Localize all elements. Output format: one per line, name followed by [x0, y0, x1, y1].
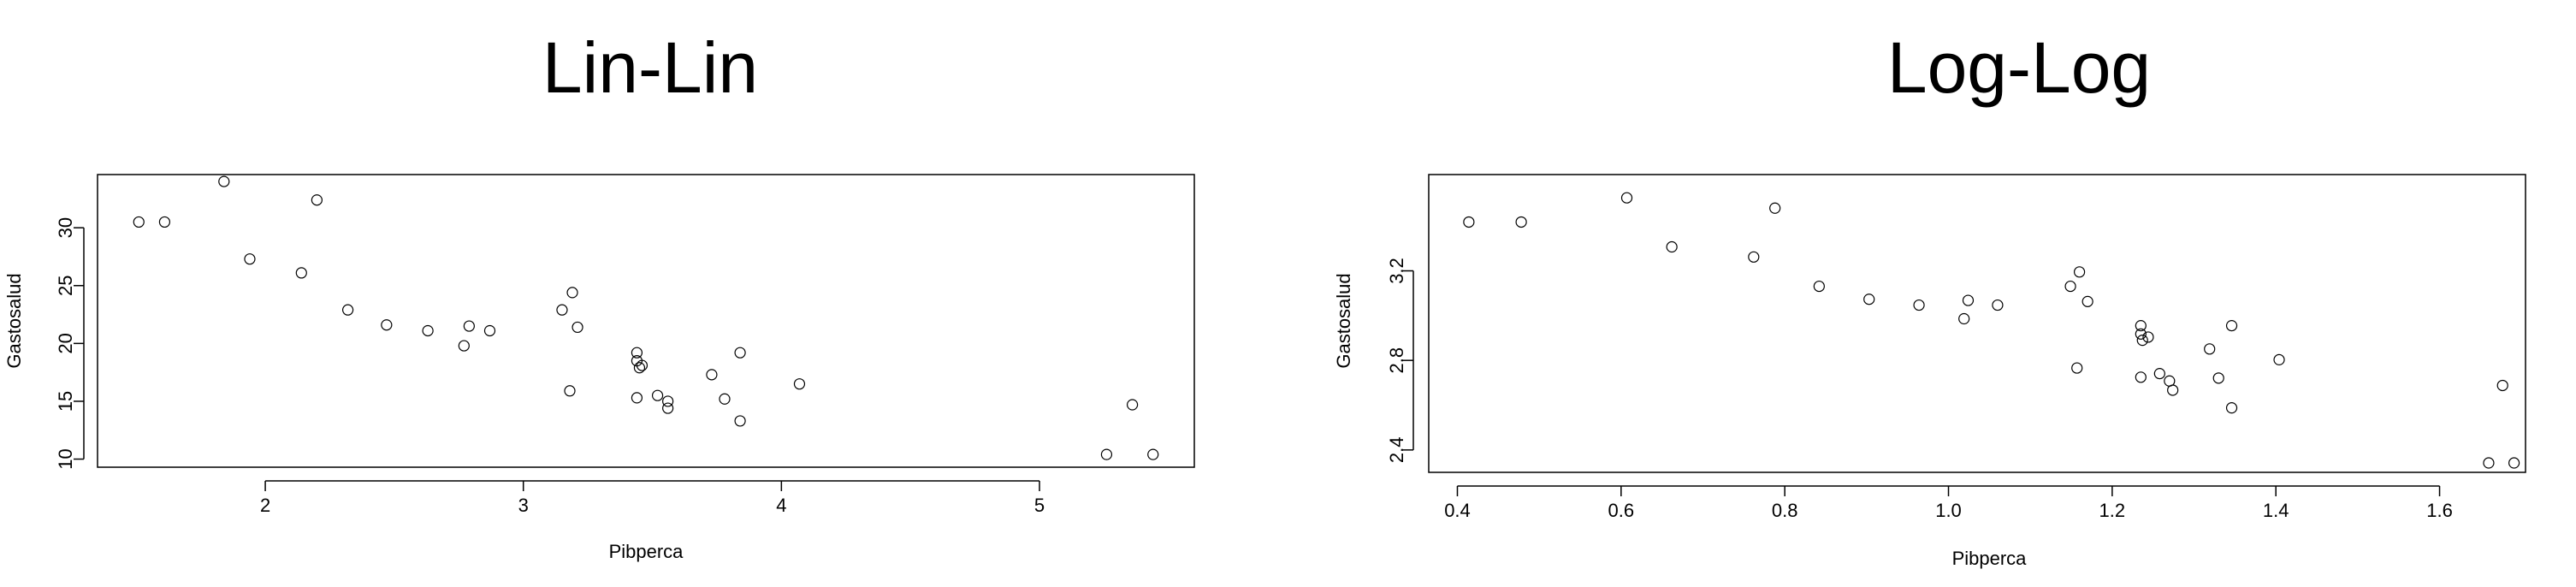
lin-lin-data-point — [244, 253, 256, 265]
lin-lin-plot-frame — [97, 174, 1195, 468]
log-log-data-point — [2153, 368, 2165, 380]
log-log-data-point — [2135, 320, 2147, 332]
lin-lin-data-point — [158, 216, 171, 228]
lin-lin-data-point — [218, 175, 230, 187]
log-log-data-point — [1769, 202, 1781, 214]
log-log-data-point — [2136, 335, 2148, 347]
lin-lin-data-point — [734, 347, 746, 359]
lin-lin-y-axis-title: Gastosalud — [3, 273, 25, 368]
lin-lin-data-point — [381, 319, 393, 331]
lin-lin-y-tick-label: 20 — [55, 333, 76, 353]
lin-lin-data-point — [734, 415, 746, 427]
lin-lin-data-point — [458, 340, 470, 352]
log-log-panel: Log-Log 0.4 0.6 0.8 1.0 1.2 1.4 1.6 2.42.83.2 … — [1333, 27, 2526, 569]
log-log-plot-frame — [1428, 174, 2526, 473]
log-log-x-tick-label: 1.0 — [1935, 500, 1962, 521]
lin-lin-data-point — [571, 321, 583, 334]
log-log-data-point — [2064, 280, 2076, 293]
log-log-data-point — [1463, 216, 1475, 228]
lin-lin-x-tick-label: 2 — [260, 495, 270, 516]
log-log-data-point — [2212, 372, 2224, 384]
lin-lin-y-axis: 10 15 20 25 30 — [55, 217, 85, 470]
log-log-data-point — [1515, 216, 1527, 228]
lin-lin-data-point — [566, 287, 578, 299]
lin-lin-title: Lin-Lin — [542, 27, 758, 108]
lin-lin-data-point — [463, 320, 475, 332]
lin-lin-data-point — [133, 216, 145, 228]
log-log-data-point — [2273, 353, 2285, 365]
lin-lin-x-tick-label: 3 — [518, 495, 529, 516]
log-log-y-axis-title: Gastosalud — [1333, 273, 1354, 368]
log-log-data-point — [2225, 402, 2238, 414]
log-log-x-axis-title: Pibperca — [1952, 548, 2028, 569]
lin-lin-panel: Lin-Lin 2 3 4 5 10 15 20 25 30 Pibperca Gastosa… — [3, 27, 1195, 562]
log-log-x-axis: 0.4 0.6 0.8 1.0 1.2 1.4 1.6 — [1444, 485, 2453, 521]
lin-lin-data-point — [422, 324, 434, 337]
log-log-x-tick-label: 1.6 — [2426, 500, 2453, 521]
log-log-x-tick-label: 1.4 — [2263, 500, 2289, 521]
log-log-data-point — [1958, 312, 1970, 325]
lin-lin-data-point — [295, 267, 307, 279]
lin-lin-x-tick-label: 4 — [776, 495, 786, 516]
lin-lin-y-tick-label: 30 — [55, 217, 76, 238]
log-log-data-point — [2135, 371, 2147, 383]
lin-lin-data-point — [706, 369, 718, 381]
lin-lin-data-point — [311, 194, 323, 206]
log-log-data-point — [2204, 343, 2216, 355]
lin-lin-points — [133, 175, 1159, 460]
lin-lin-data-point — [631, 347, 643, 359]
log-log-x-tick-label: 0.6 — [1608, 500, 1635, 521]
log-log-data-point — [1992, 299, 2004, 311]
lin-lin-data-point — [636, 359, 648, 371]
log-log-data-point — [2167, 384, 2179, 396]
lin-lin-y-tick-label: 15 — [55, 391, 76, 412]
log-log-data-point — [2496, 379, 2508, 392]
lin-lin-data-point — [1100, 448, 1113, 460]
lin-lin-data-point — [556, 304, 568, 316]
lin-lin-x-axis-title: Pibperca — [609, 541, 684, 562]
log-log-data-point — [2508, 457, 2520, 469]
log-log-data-point — [1620, 192, 1633, 204]
lin-lin-data-point — [793, 378, 806, 390]
lin-lin-data-point — [341, 304, 354, 316]
log-log-title: Log-Log — [1887, 27, 2151, 108]
lin-lin-data-point — [483, 324, 496, 337]
lin-lin-data-point — [662, 402, 674, 414]
lin-lin-data-point — [633, 362, 646, 374]
lin-lin-data-point — [719, 393, 731, 405]
log-log-data-point — [2225, 320, 2238, 332]
log-log-y-tick-label: 3.2 — [1386, 258, 1407, 284]
log-log-data-point — [2142, 331, 2154, 343]
lin-lin-y-tick-label: 25 — [55, 276, 76, 296]
log-log-x-tick-label: 0.8 — [1772, 500, 1798, 521]
log-log-data-point — [1962, 294, 1975, 306]
log-log-data-point — [1863, 294, 1875, 305]
log-log-data-point — [1666, 240, 1678, 253]
lin-lin-data-point — [1127, 399, 1139, 411]
log-log-data-point — [2071, 362, 2083, 374]
log-log-data-point — [1748, 251, 1760, 263]
lin-lin-x-axis: 2 3 4 5 — [260, 480, 1045, 516]
lin-lin-x-tick-label: 5 — [1034, 495, 1045, 516]
log-log-data-point — [2082, 295, 2093, 307]
log-log-x-tick-label: 1.2 — [2099, 500, 2126, 521]
log-log-data-point — [2135, 328, 2147, 340]
lin-lin-data-point — [631, 392, 643, 404]
log-log-data-point — [1913, 299, 1925, 311]
log-log-y-tick-label: 2.8 — [1386, 347, 1407, 374]
log-log-data-point — [2073, 266, 2086, 278]
lin-lin-data-point — [1147, 448, 1159, 460]
lin-lin-y-tick-label: 10 — [55, 448, 76, 469]
log-log-data-point — [2483, 457, 2495, 469]
lin-lin-data-point — [662, 395, 674, 407]
log-log-y-axis: 2.4 2.8 3.2 — [1386, 258, 1414, 464]
log-log-points — [1463, 192, 2520, 469]
lin-lin-data-point — [564, 385, 576, 397]
lin-lin-data-point — [651, 389, 664, 401]
log-log-y-tick-label: 2.4 — [1386, 437, 1407, 464]
log-log-x-tick-label: 0.4 — [1444, 500, 1471, 521]
log-log-data-point — [1813, 280, 1825, 293]
